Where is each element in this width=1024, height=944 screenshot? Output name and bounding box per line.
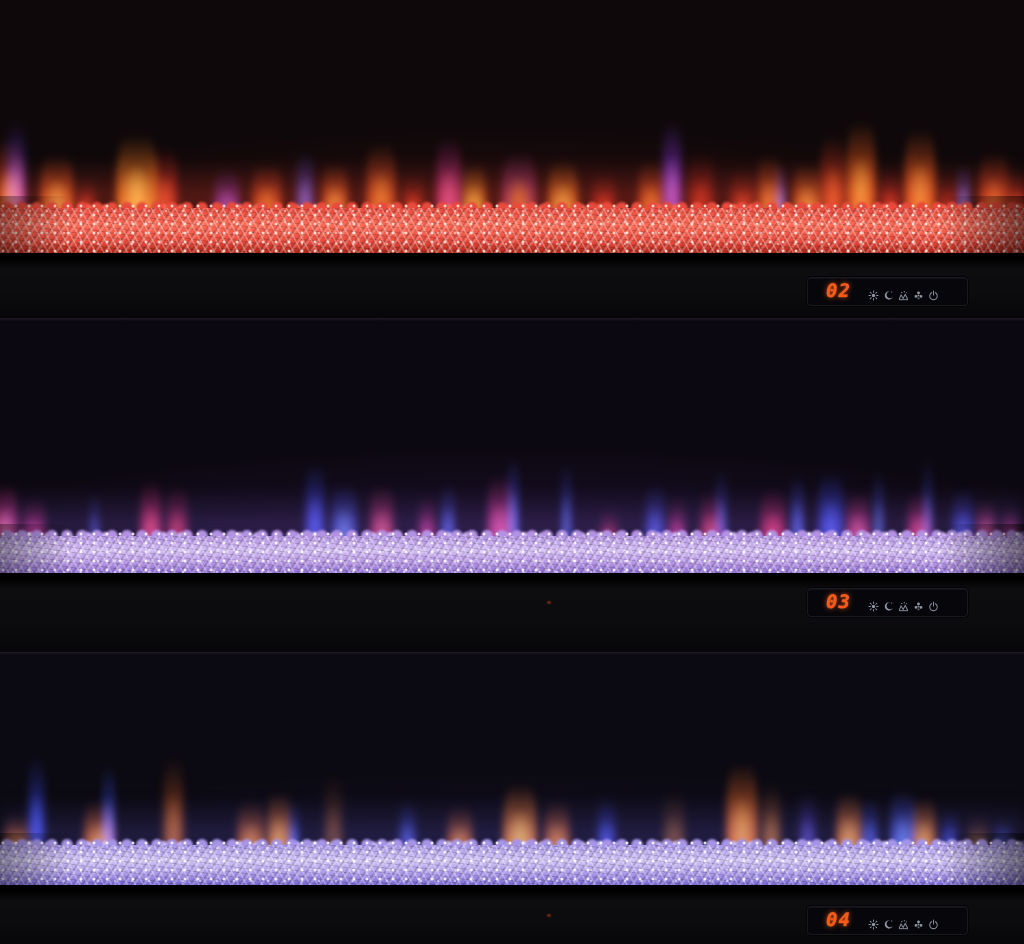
flame xyxy=(324,763,343,855)
flame xyxy=(28,739,45,855)
fireplace-base: 03 xyxy=(0,573,1024,652)
touch-control-panel[interactable]: 03 xyxy=(807,588,968,617)
mode-display: 04 xyxy=(826,909,851,931)
power-icon[interactable] xyxy=(928,286,939,301)
flame xyxy=(163,743,184,855)
power-icon[interactable] xyxy=(928,597,939,612)
bed-vignette xyxy=(0,833,1024,885)
fireplace-strip-02: 02 xyxy=(0,0,1024,318)
firebox xyxy=(0,0,1024,253)
flame xyxy=(662,106,682,218)
brightness-icon[interactable] xyxy=(868,286,879,301)
crystal-ember-bed xyxy=(0,797,1024,885)
sleep-timer-icon[interactable] xyxy=(883,915,894,929)
sleep-timer-icon[interactable] xyxy=(883,597,894,611)
fireplace-base: 02 xyxy=(0,253,1024,318)
touch-control-panel[interactable]: 02 xyxy=(807,277,968,306)
mode-display: 03 xyxy=(826,591,851,613)
bed-vignette xyxy=(0,524,1024,573)
fireplace-strip-04: 04 xyxy=(0,652,1024,944)
sleep-timer-icon[interactable] xyxy=(883,286,894,300)
power-icon[interactable] xyxy=(928,915,939,930)
mode-display: 02 xyxy=(826,280,851,302)
crystal-ember-bed xyxy=(0,160,1024,253)
fan-icon[interactable] xyxy=(913,915,924,929)
flame-effect-icon[interactable] xyxy=(898,915,909,930)
flame xyxy=(560,450,573,546)
crystal-ember-bed xyxy=(0,488,1024,573)
brightness-icon[interactable] xyxy=(868,915,879,930)
indicator-led xyxy=(547,601,551,604)
touch-control-panel[interactable]: 04 xyxy=(807,906,968,935)
flame-effect-icon[interactable] xyxy=(898,286,909,301)
control-icons xyxy=(868,286,939,301)
flame xyxy=(921,444,934,546)
fireplace-strip-03: 03 xyxy=(0,318,1024,652)
bed-vignette xyxy=(0,196,1024,253)
flame xyxy=(506,444,520,546)
firebox xyxy=(0,318,1024,573)
flame-effect-icon[interactable] xyxy=(898,597,909,612)
fireplace-base: 04 xyxy=(0,885,1024,944)
flame xyxy=(305,450,325,546)
fan-icon[interactable] xyxy=(913,286,924,300)
indicator-led xyxy=(547,914,551,917)
control-icons xyxy=(868,597,939,612)
fan-icon[interactable] xyxy=(913,597,924,611)
control-icons xyxy=(868,915,939,930)
firebox xyxy=(0,652,1024,885)
brightness-icon[interactable] xyxy=(868,597,879,612)
flame xyxy=(6,106,26,218)
flame xyxy=(101,749,116,855)
